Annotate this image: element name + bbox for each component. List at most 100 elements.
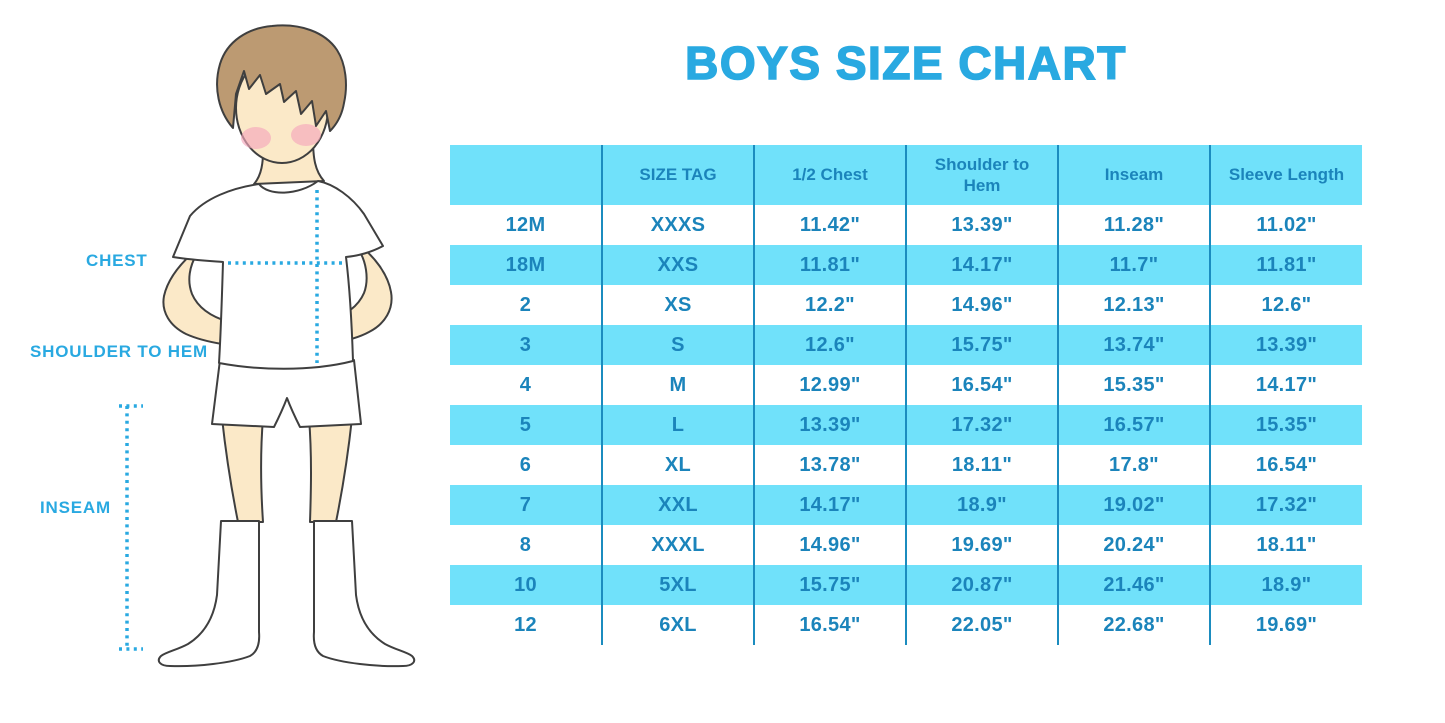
left-sock — [157, 520, 261, 668]
size-cell: 18M — [450, 245, 603, 285]
table-cell: 19.69" — [906, 525, 1059, 565]
table-row: 2 XS 12.2" 14.96" 12.13" 12.6" — [450, 285, 1362, 325]
table-row: 10 5XL 15.75" 20.87" 21.46" 18.9" — [450, 565, 1362, 605]
right-leg — [308, 417, 353, 523]
table-row: 12M XXXS 11.42" 13.39" 11.28" 11.02" — [450, 205, 1362, 245]
size-cell: 3 — [450, 325, 603, 365]
table-cell: 15.75" — [906, 325, 1059, 365]
left-arm — [162, 249, 230, 345]
shoulder-to-hem-label: SHOULDER TO HEM — [30, 342, 208, 361]
table-cell: 16.54" — [754, 605, 907, 645]
blush-left-cheek — [241, 127, 271, 149]
table-cell: 14.17" — [1255, 373, 1318, 396]
table-cell: 11.81" — [754, 245, 907, 285]
table-cell: 18.11" — [906, 445, 1059, 485]
table-cell: 12.2" — [754, 285, 907, 325]
table-row: 7 XXL 14.17" 18.9" 19.02" 17.32" — [450, 485, 1362, 525]
table-cell: 15.35" — [1255, 413, 1318, 436]
table-cell: 13.78" — [754, 445, 907, 485]
inseam-label: INSEAM — [40, 498, 111, 517]
table-cell: 18.11" — [1256, 533, 1317, 556]
table-cell: XXXS — [602, 205, 755, 245]
table-cell: XXXL — [602, 525, 755, 565]
table-cell: 14.96" — [906, 285, 1059, 325]
size-cell: 7 — [450, 485, 603, 525]
size-table-container: SIZE TAG 1/2 Chest Shoulder to Hem Inseam Sl… — [450, 145, 1362, 645]
table-cell: 11.7" — [1058, 245, 1211, 285]
table-row: 4 M 12.99" 16.54" 15.35" 14.17" — [450, 365, 1362, 405]
table-cell: S — [602, 325, 755, 365]
size-cell: 8 — [450, 525, 603, 565]
table-cell: XXS — [602, 245, 755, 285]
blush-right-cheek — [291, 124, 321, 146]
table-cell: 13.39" — [1255, 333, 1318, 356]
measurement-figure: CHEST SHOULDER TO HEM INSEAM — [0, 0, 450, 723]
table-cell: 20.24" — [1058, 525, 1211, 565]
table-cell: XXL — [602, 485, 755, 525]
table-cell: 22.05" — [906, 605, 1059, 645]
table-cell: XL — [602, 445, 755, 485]
shorts — [211, 359, 362, 428]
size-cell: 6 — [450, 445, 603, 485]
table-cell: 13.74" — [1058, 325, 1211, 365]
table-cell: 17.32" — [1255, 493, 1318, 516]
table-cell: L — [602, 405, 755, 445]
table-cell: 6XL — [602, 605, 755, 645]
table-cell: 15.35" — [1058, 365, 1211, 405]
table-cell: 21.46" — [1058, 565, 1211, 605]
table-header-row: SIZE TAG 1/2 Chest Shoulder to Hem Inseam Sl… — [450, 145, 1362, 205]
table-cell: 11.02" — [1256, 213, 1317, 236]
table-cell: 11.42" — [754, 205, 907, 245]
table-cell: 13.39" — [754, 405, 907, 445]
table-cell: 13.39" — [906, 205, 1059, 245]
size-cell: 5 — [450, 405, 603, 445]
table-cell: 15.75" — [754, 565, 907, 605]
table-cell: 12.99" — [754, 365, 907, 405]
size-cell: 12 — [450, 605, 603, 645]
table-row: 12 6XL 16.54" 22.05" 22.68" 19.69" — [450, 605, 1362, 645]
table-cell: 18.9" — [1261, 573, 1312, 596]
column-header: 1/2 Chest — [754, 145, 907, 205]
size-table: SIZE TAG 1/2 Chest Shoulder to Hem Inseam Sl… — [450, 145, 1362, 645]
table-cell: 12.6" — [754, 325, 907, 365]
table-cell: 16.57" — [1058, 405, 1211, 445]
size-cell: 10 — [450, 565, 603, 605]
chest-label: CHEST — [86, 251, 148, 270]
column-header: SIZE TAG — [602, 145, 755, 205]
table-cell: 11.81" — [1256, 253, 1317, 276]
table-cell: 19.69" — [1255, 613, 1318, 636]
table-row: 18M XXS 11.81" 14.17" 11.7" 11.81" — [450, 245, 1362, 285]
table-cell: 17.32" — [906, 405, 1059, 445]
table-cell: 18.9" — [906, 485, 1059, 525]
table-cell: 14.17" — [754, 485, 907, 525]
column-header: Shoulder to Hem — [906, 145, 1059, 205]
table-cell: 12.6" — [1261, 293, 1312, 316]
table-cell: 14.96" — [754, 525, 907, 565]
size-cell: 2 — [450, 285, 603, 325]
table-row: 8 XXXL 14.96" 19.69" 20.24" 18.11" — [450, 525, 1362, 565]
hair — [216, 24, 347, 132]
table-cell: 17.8" — [1058, 445, 1211, 485]
table-cell: 16.54" — [906, 365, 1059, 405]
table-cell: 5XL — [602, 565, 755, 605]
column-header — [450, 145, 603, 205]
left-leg — [221, 417, 264, 523]
table-cell: 22.68" — [1058, 605, 1211, 645]
table-row: 3 S 12.6" 15.75" 13.74" 13.39" — [450, 325, 1362, 365]
boy-figure-illustration — [119, 24, 416, 668]
t-shirt — [172, 180, 384, 370]
table-cell: 12.13" — [1058, 285, 1211, 325]
table-cell: 20.87" — [906, 565, 1059, 605]
page-title: BOYS SIZE CHART — [684, 36, 1127, 90]
size-cell: 12M — [450, 205, 603, 245]
table-cell: M — [602, 365, 755, 405]
size-cell: 4 — [450, 365, 603, 405]
table-row: 5 L 13.39" 17.32" 16.57" 15.35" — [450, 405, 1362, 445]
table-cell: 16.54" — [1255, 453, 1318, 476]
table-cell: 19.02" — [1058, 485, 1211, 525]
table-cell: 14.17" — [906, 245, 1059, 285]
column-header: Sleeve Length — [1228, 165, 1345, 185]
column-header: Inseam — [1058, 145, 1211, 205]
right-sock — [312, 520, 416, 668]
